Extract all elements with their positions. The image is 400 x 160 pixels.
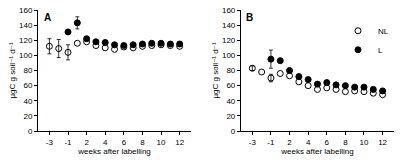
svg-text:4: 4 — [103, 138, 108, 147]
svg-text:6: 6 — [122, 138, 127, 147]
svg-text:6: 6 — [325, 138, 330, 147]
svg-text:20: 20 — [23, 112, 32, 121]
svg-text:4: 4 — [306, 138, 311, 147]
svg-text:2: 2 — [84, 138, 89, 147]
svg-text:0: 0 — [231, 127, 236, 136]
svg-text:120: 120 — [222, 36, 236, 45]
svg-text:40: 40 — [226, 97, 235, 106]
svg-text:12: 12 — [378, 138, 387, 147]
svg-text:A: A — [44, 12, 51, 23]
svg-text:120: 120 — [19, 36, 33, 45]
svg-text:60: 60 — [226, 81, 235, 90]
svg-text:0: 0 — [28, 127, 33, 136]
svg-text:100: 100 — [19, 51, 33, 60]
svg-text:B: B — [246, 12, 253, 23]
svg-text:-3: -3 — [249, 138, 257, 147]
svg-text:140: 140 — [222, 21, 236, 30]
svg-text:weeks after labelling: weeks after labelling — [280, 147, 353, 156]
svg-text:-3: -3 — [46, 138, 54, 147]
svg-text:12: 12 — [175, 138, 184, 147]
svg-text:-1: -1 — [64, 138, 72, 147]
svg-text:140: 140 — [19, 21, 33, 30]
svg-text:NL: NL — [378, 27, 389, 36]
svg-text:L: L — [378, 46, 383, 55]
svg-text:160: 160 — [19, 6, 33, 15]
svg-text:10: 10 — [157, 138, 166, 147]
svg-text:8: 8 — [343, 138, 348, 147]
svg-text:10: 10 — [360, 138, 369, 147]
svg-text:160: 160 — [222, 6, 236, 15]
svg-text:µgC g soil⁻¹ d⁻¹: µgC g soil⁻¹ d⁻¹ — [8, 42, 17, 99]
svg-text:20: 20 — [226, 112, 235, 121]
svg-text:80: 80 — [226, 66, 235, 75]
svg-text:µgC g soil⁻¹ d⁻¹: µgC g soil⁻¹ d⁻¹ — [211, 42, 220, 99]
svg-text:weeks after labelling: weeks after labelling — [77, 147, 150, 156]
svg-text:-1: -1 — [267, 138, 275, 147]
svg-text:40: 40 — [23, 97, 32, 106]
svg-text:2: 2 — [287, 138, 292, 147]
svg-text:80: 80 — [23, 66, 32, 75]
svg-text:60: 60 — [23, 81, 32, 90]
svg-text:100: 100 — [222, 51, 236, 60]
svg-text:8: 8 — [140, 138, 145, 147]
